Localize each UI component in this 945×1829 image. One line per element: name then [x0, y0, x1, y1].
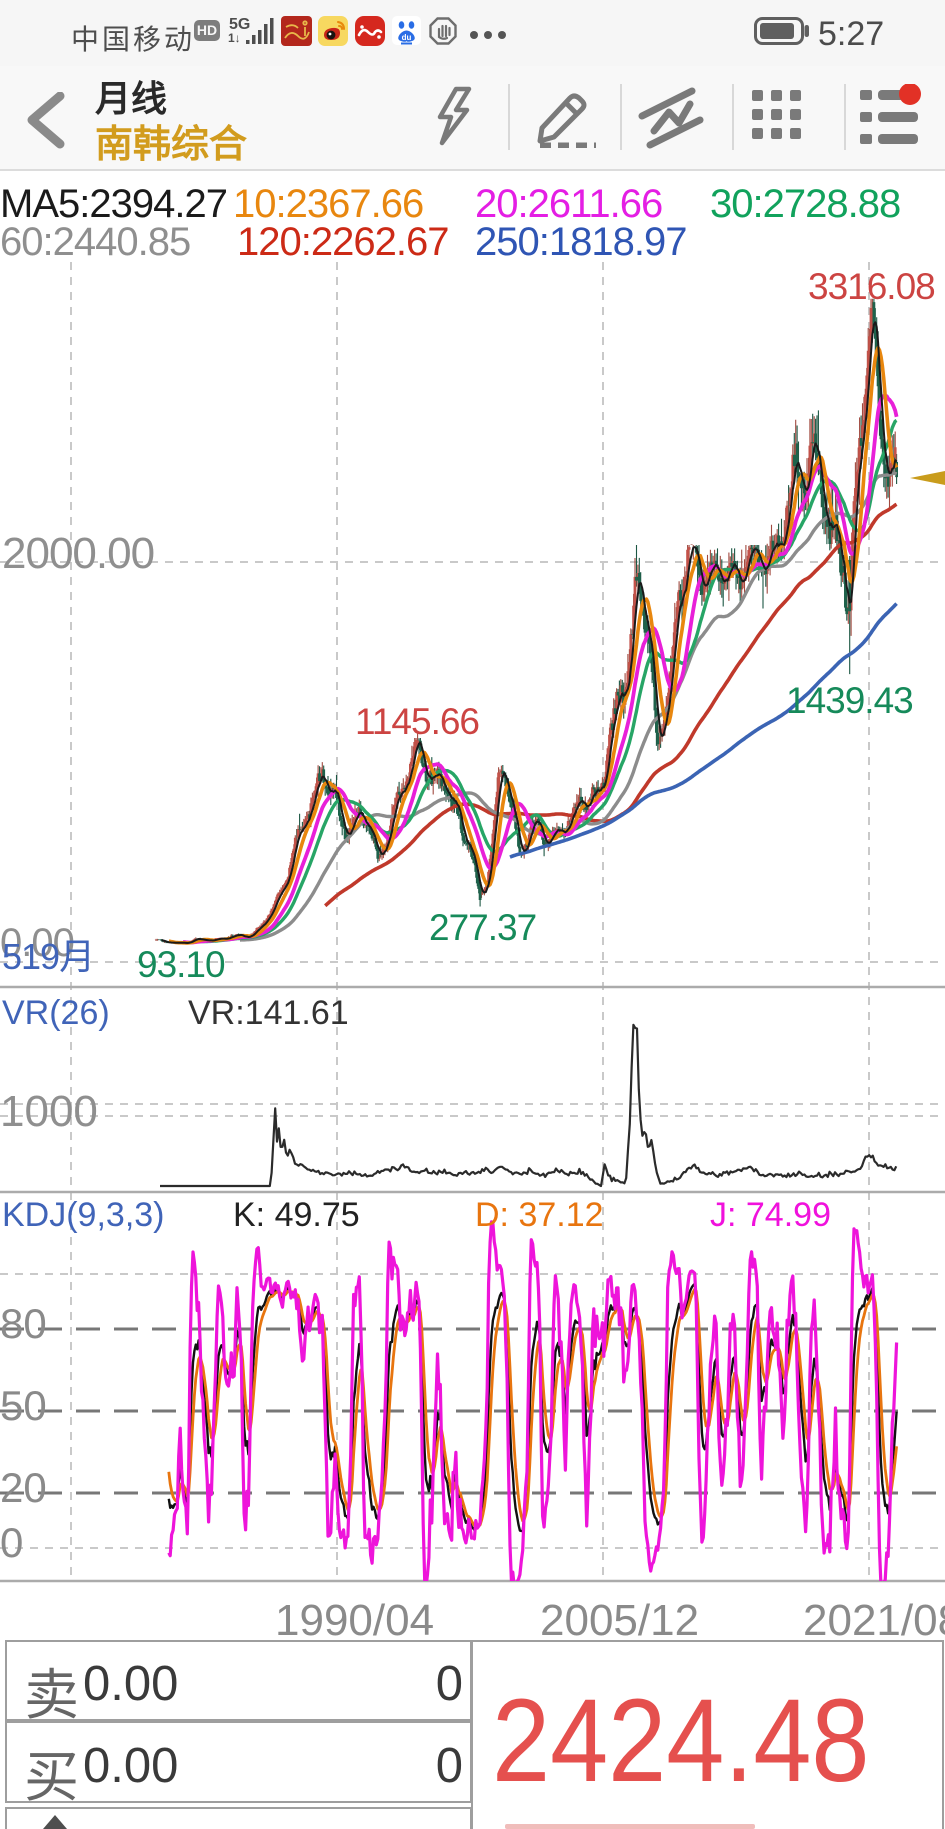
svg-text:1145.66: 1145.66: [355, 701, 479, 742]
svg-text:2005/12: 2005/12: [540, 1596, 699, 1645]
svg-text:93.10: 93.10: [137, 944, 225, 985]
svg-text:80: 80: [0, 1300, 47, 1347]
svg-text:du: du: [402, 33, 412, 42]
svg-text:VR(26): VR(26): [2, 994, 110, 1032]
svg-text:0.00: 0.00: [0, 921, 74, 965]
svg-text:0: 0: [0, 1519, 23, 1566]
svg-text:20: 20: [0, 1464, 47, 1511]
svg-text:1439.43: 1439.43: [786, 680, 913, 721]
svg-text:519月: 519月: [2, 936, 94, 977]
svg-text:VR:141.61: VR:141.61: [188, 994, 349, 1032]
svg-text:J: 74.99: J: 74.99: [710, 1196, 831, 1234]
svg-text:1000: 1000: [0, 1087, 98, 1136]
svg-text:K: 49.75: K: 49.75: [233, 1196, 360, 1234]
svg-text:KDJ(9,3,3): KDJ(9,3,3): [2, 1196, 165, 1234]
svg-text:D: 37.12: D: 37.12: [475, 1196, 604, 1234]
svg-text:277.37: 277.37: [429, 907, 536, 948]
svg-text:50: 50: [0, 1382, 47, 1429]
svg-text:1990/04: 1990/04: [275, 1596, 434, 1645]
svg-text:2021/08: 2021/08: [803, 1596, 945, 1645]
svg-text:2000.00: 2000.00: [2, 529, 154, 578]
svg-text:3316.08: 3316.08: [808, 266, 935, 307]
